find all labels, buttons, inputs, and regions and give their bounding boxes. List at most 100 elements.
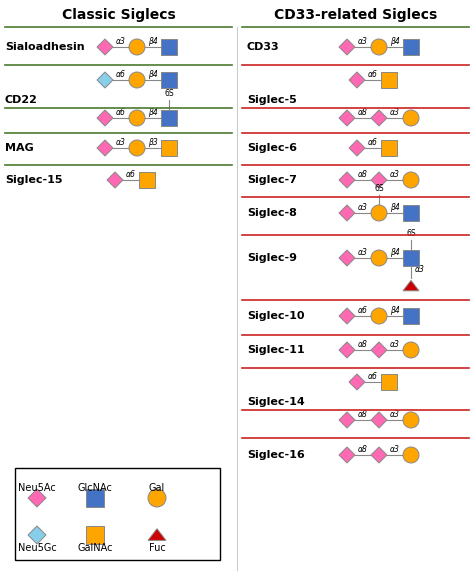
Text: β4: β4 (390, 203, 400, 212)
Polygon shape (371, 342, 387, 358)
Text: α6: α6 (116, 108, 126, 117)
Circle shape (129, 140, 145, 156)
Polygon shape (403, 280, 419, 291)
Text: α3: α3 (390, 170, 400, 179)
Text: α3: α3 (358, 203, 368, 212)
Bar (86, 526, 104, 544)
Bar (161, 39, 177, 55)
Polygon shape (371, 172, 387, 188)
Text: Siglec-9: Siglec-9 (247, 253, 297, 263)
Text: Siglec-8: Siglec-8 (247, 208, 297, 218)
Text: α8: α8 (358, 445, 368, 454)
Polygon shape (97, 39, 113, 55)
Text: GlcNAc: GlcNAc (78, 483, 112, 493)
Text: α6: α6 (126, 170, 136, 179)
Text: Siglec-15: Siglec-15 (5, 175, 63, 185)
Polygon shape (97, 140, 113, 156)
Text: β3: β3 (148, 138, 158, 147)
Bar (161, 110, 177, 126)
Text: α6: α6 (368, 138, 378, 147)
Circle shape (403, 342, 419, 358)
Polygon shape (349, 374, 365, 390)
Polygon shape (339, 250, 355, 266)
Polygon shape (28, 489, 46, 507)
Bar (403, 39, 419, 55)
Circle shape (371, 39, 387, 55)
Text: α8: α8 (358, 170, 368, 179)
Polygon shape (339, 205, 355, 221)
Polygon shape (339, 308, 355, 324)
Circle shape (129, 110, 145, 126)
Text: 6S: 6S (374, 184, 384, 193)
Text: β4: β4 (390, 306, 400, 315)
Text: β4: β4 (148, 108, 158, 117)
Circle shape (403, 412, 419, 428)
Polygon shape (371, 447, 387, 463)
Circle shape (371, 308, 387, 324)
Text: CD22: CD22 (5, 95, 38, 105)
Polygon shape (97, 110, 113, 126)
Polygon shape (371, 412, 387, 428)
Bar (15, 468, 220, 560)
Bar (86, 489, 104, 507)
Text: α3: α3 (415, 265, 425, 274)
Polygon shape (339, 342, 355, 358)
Text: α6: α6 (368, 372, 378, 381)
Text: β4: β4 (148, 70, 158, 79)
Text: Siglec-14: Siglec-14 (247, 397, 305, 407)
Circle shape (371, 250, 387, 266)
Text: α3: α3 (358, 37, 368, 46)
Circle shape (148, 489, 166, 507)
Polygon shape (371, 110, 387, 126)
Text: α6: α6 (116, 70, 126, 79)
Polygon shape (107, 172, 123, 188)
Circle shape (403, 447, 419, 463)
Text: α3: α3 (390, 108, 400, 117)
Text: α8: α8 (358, 108, 368, 117)
Text: Siglec-5: Siglec-5 (247, 95, 297, 105)
Text: CD33: CD33 (247, 42, 280, 52)
Text: α3: α3 (116, 138, 126, 147)
Bar (139, 172, 155, 188)
Polygon shape (339, 110, 355, 126)
Text: α3: α3 (390, 410, 400, 419)
Polygon shape (339, 39, 355, 55)
Text: Siglec-10: Siglec-10 (247, 311, 304, 321)
Text: Siglec-16: Siglec-16 (247, 450, 305, 460)
Text: α3: α3 (390, 340, 400, 349)
Bar (381, 374, 397, 390)
Text: α3: α3 (390, 445, 400, 454)
Text: Siglec-6: Siglec-6 (247, 143, 297, 153)
Text: Siglec-11: Siglec-11 (247, 345, 305, 355)
Text: MAG: MAG (5, 143, 34, 153)
Bar (403, 250, 419, 266)
Text: Sialoadhesin: Sialoadhesin (5, 42, 85, 52)
Polygon shape (349, 72, 365, 88)
Text: α6: α6 (368, 70, 378, 79)
Text: α3: α3 (358, 248, 368, 257)
Text: 6S: 6S (164, 89, 174, 98)
Text: Fuc: Fuc (149, 543, 165, 553)
Bar (403, 308, 419, 324)
Polygon shape (339, 447, 355, 463)
Text: Siglec-7: Siglec-7 (247, 175, 297, 185)
Polygon shape (97, 72, 113, 88)
Bar (381, 72, 397, 88)
Bar (381, 140, 397, 156)
Text: Neu5Gc: Neu5Gc (18, 543, 56, 553)
Polygon shape (339, 412, 355, 428)
Circle shape (403, 110, 419, 126)
Text: 6S: 6S (406, 229, 416, 238)
Text: α3: α3 (116, 37, 126, 46)
Polygon shape (339, 172, 355, 188)
Bar (403, 205, 419, 221)
Text: β4: β4 (390, 37, 400, 46)
Circle shape (129, 39, 145, 55)
Text: β4: β4 (148, 37, 158, 46)
Polygon shape (148, 529, 166, 540)
Polygon shape (28, 526, 46, 544)
Text: GalNAc: GalNAc (77, 543, 113, 553)
Polygon shape (349, 140, 365, 156)
Text: Neu5Ac: Neu5Ac (18, 483, 56, 493)
Text: CD33-related Siglecs: CD33-related Siglecs (274, 8, 437, 22)
